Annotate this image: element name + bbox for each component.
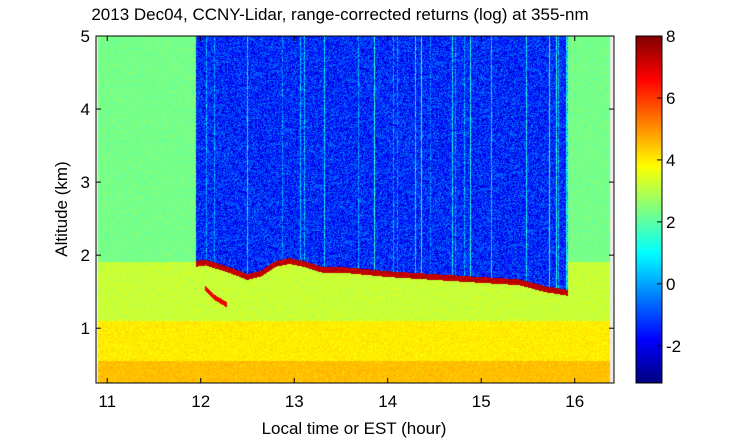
x-tick-label: 11 [98, 392, 116, 411]
colorbar-gradient [636, 36, 662, 383]
x-tick-label: 13 [285, 392, 304, 411]
colorbar-tick-label: 6 [666, 89, 675, 108]
x-tick-label: 15 [472, 392, 491, 411]
colorbar-tick-label: 8 [666, 27, 675, 46]
x-tick-label: 16 [565, 392, 584, 411]
y-tick-label: 4 [81, 100, 90, 119]
x-tick-label: 12 [191, 392, 210, 411]
plot-area [95, 35, 615, 384]
colorbar-ticks: -2 0 2 4 6 8 [657, 27, 681, 356]
colorbar-tick-label: 0 [666, 275, 675, 294]
heatmap-image [96, 36, 614, 383]
colorbar-tick-label: 4 [666, 151, 675, 170]
x-axis-label: Local time or EST (hour) [262, 419, 447, 438]
y-tick-label: 2 [81, 246, 90, 265]
x-tick-label: 14 [378, 392, 397, 411]
x-axis: 11 12 13 14 15 16 [98, 36, 584, 411]
colorbar-tick-label: 2 [666, 213, 675, 232]
y-axis-label: Altitude (km) [52, 161, 71, 256]
y-tick-label: 3 [81, 173, 90, 192]
colorbar-frame [635, 35, 663, 384]
y-tick-label: 5 [81, 27, 90, 46]
chart-title: 2013 Dec04, CCNY-Lidar, range-corrected … [91, 5, 588, 24]
colorbar: -2 0 2 4 6 8 [635, 27, 681, 384]
colorbar-tick-label: -2 [666, 337, 681, 356]
plot-frame [95, 35, 615, 384]
y-tick-label: 1 [81, 319, 90, 338]
y-axis: 1 2 3 4 5 [81, 27, 614, 338]
